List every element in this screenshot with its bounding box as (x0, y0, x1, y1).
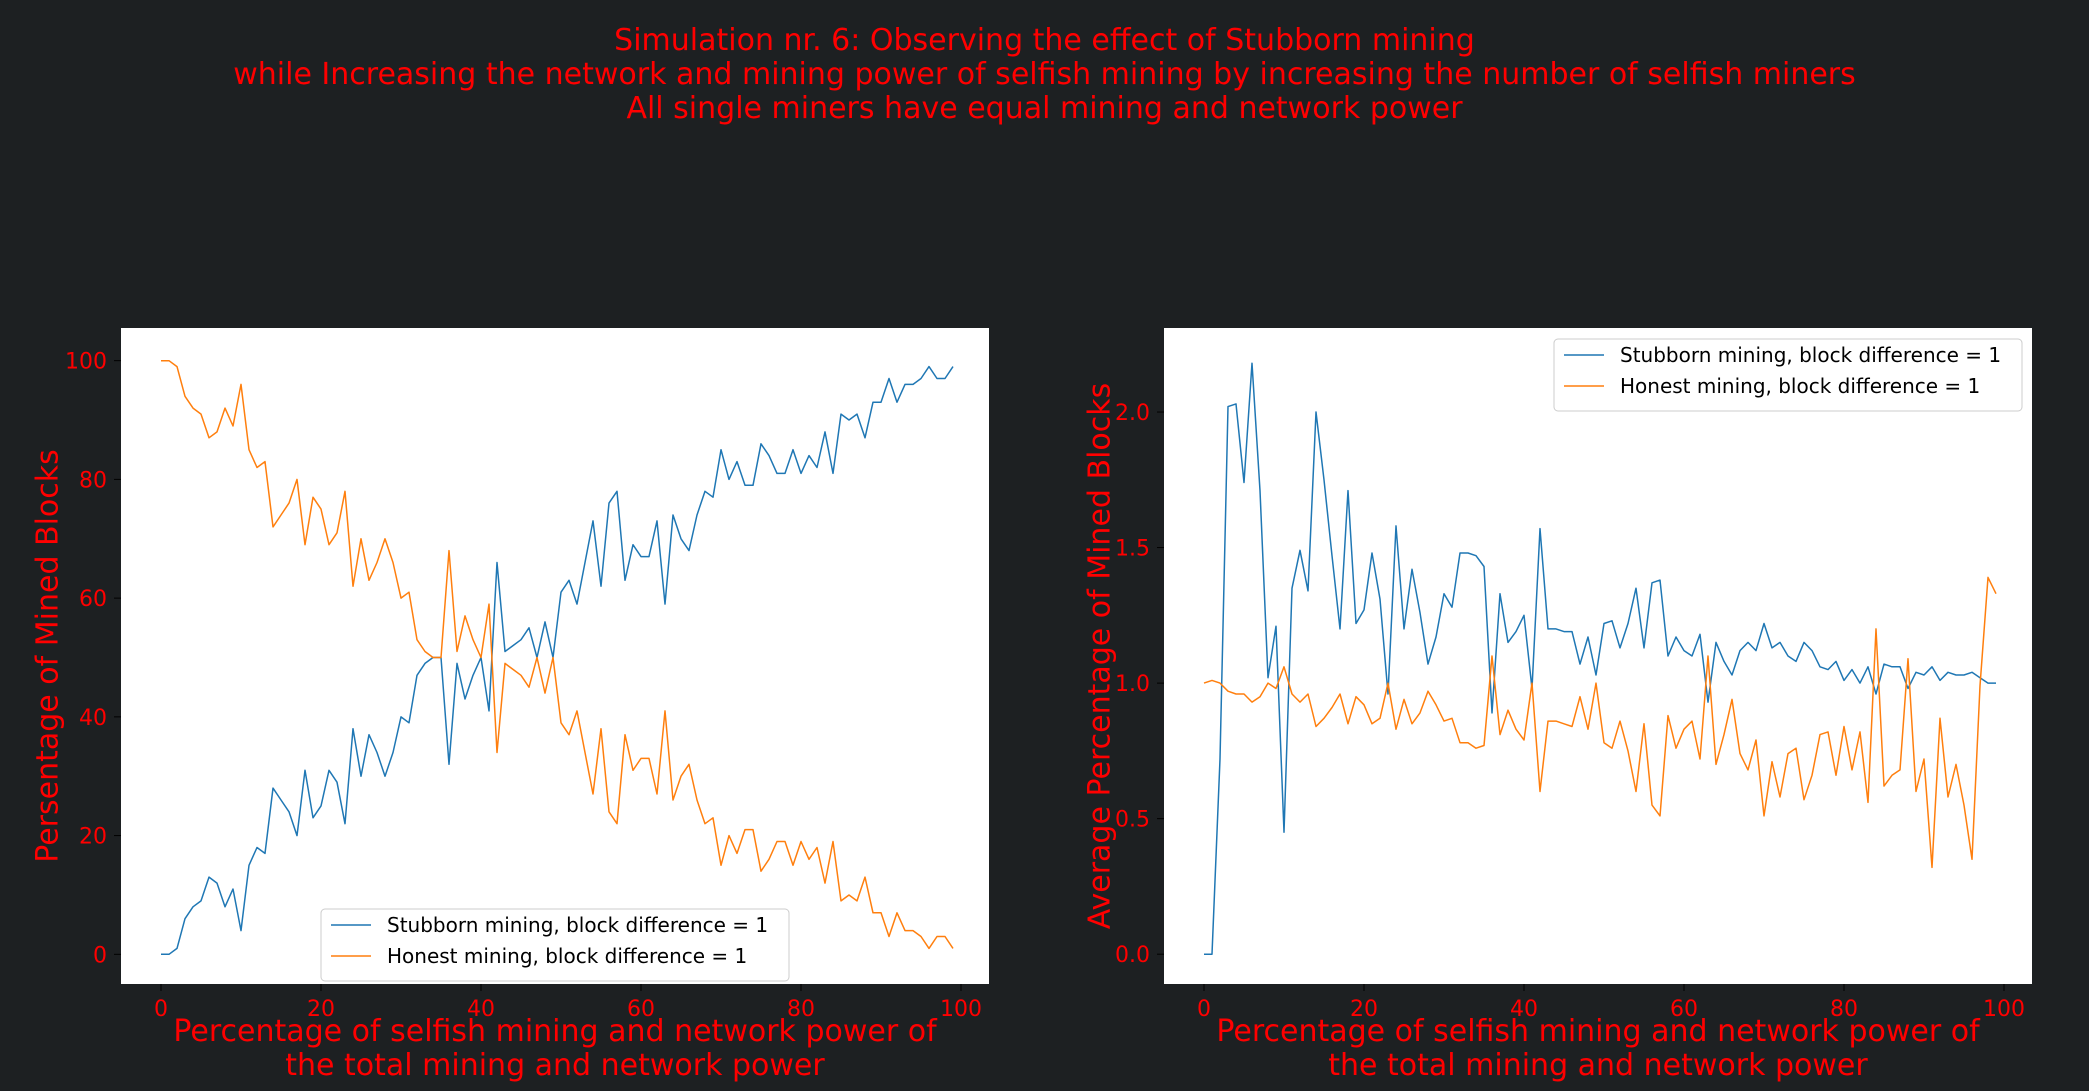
chart1-y-tick-label: 20 (79, 825, 107, 850)
chart1-legend-label: Honest mining, block difference = 1 (387, 944, 747, 968)
chart1-series-honest-line (161, 359, 954, 950)
chart2-plot-area (1164, 328, 2032, 984)
chart1-y-tick-label: 40 (79, 706, 107, 731)
chart2-x-tick-label: 20 (1350, 997, 1378, 1022)
chart2-y-tick-label: 0.0 (1115, 943, 1150, 968)
chart2-y-axis-label: Average Percentage of Mined Blocks (1083, 383, 1118, 930)
chart2-series-honest-line (1203, 576, 1997, 869)
chart2-legend-label: Honest mining, block difference = 1 (1620, 374, 1980, 398)
chart1-y-axis-label: Persentage of Mined Blocks (31, 449, 66, 863)
figure-title-line-3: All single miners have equal mining and … (626, 91, 1463, 126)
chart2-x-tick-label: 80 (1830, 997, 1858, 1022)
chart1-x-tick-label: 0 (154, 997, 168, 1022)
figure-title-line-2: while Increasing the network and mining … (233, 57, 1856, 92)
figure-title-line-1: Simulation nr. 6: Observing the effect o… (614, 23, 1475, 58)
chart1-x-tick-label: 80 (787, 997, 815, 1022)
chart2-y-tick-label: 1.5 (1115, 537, 1150, 562)
chart2-x-tick-label: 0 (1197, 997, 1211, 1022)
chart1-x-tick-label: 100 (940, 997, 982, 1022)
chart2-y-tick-label: 0.5 (1115, 808, 1150, 833)
chart1-legend: Stubborn mining, block difference = 1 Hon… (320, 908, 790, 982)
chart2-x-tick-label: 40 (1510, 997, 1538, 1022)
chart1-x-tick-label: 20 (307, 997, 335, 1022)
chart1-y-tick-label: 80 (79, 468, 107, 493)
chart2-legend-box (1553, 338, 2023, 412)
chart2-x-axis-label: Percentage of selfish mining and network… (1216, 1014, 1981, 1083)
chart2-y-tick-label: 1.0 (1115, 672, 1150, 697)
chart1-plot-area (121, 328, 989, 984)
chart1-y-tick-label: 0 (93, 943, 107, 968)
chart1-x-tick-label: 40 (467, 997, 495, 1022)
chart2: 0 20 40 60 80 100 0.0 0.5 1.0 1.5 2.0 Percentage of… (1083, 328, 2032, 1083)
chart2-legend-label: Stubborn mining, block difference = 1 (1620, 343, 2001, 367)
chart2-series-stubborn-line (1204, 362, 1996, 955)
chart2-x-tick-label: 100 (1983, 997, 2025, 1022)
chart1-x-axis-label: Percentage of selfish mining and network… (173, 1014, 938, 1083)
chart2-legend: Stubborn mining, block difference = 1 Hon… (1553, 338, 2023, 412)
chart2-x-tick-label: 60 (1670, 997, 1698, 1022)
chart1-legend-box (320, 908, 790, 982)
chart1-x-tick-label: 60 (627, 997, 655, 1022)
chart2-y-tick-label: 2.0 (1115, 401, 1150, 426)
figure-title: Simulation nr. 6: Observing the effect o… (0, 24, 2089, 126)
chart1-y-tick-label: 60 (79, 587, 107, 612)
chart1-y-tick-label: 100 (65, 350, 107, 375)
chart1-series-stubborn-line (161, 365, 954, 956)
chart1-legend-label: Stubborn mining, block difference = 1 (387, 913, 768, 937)
